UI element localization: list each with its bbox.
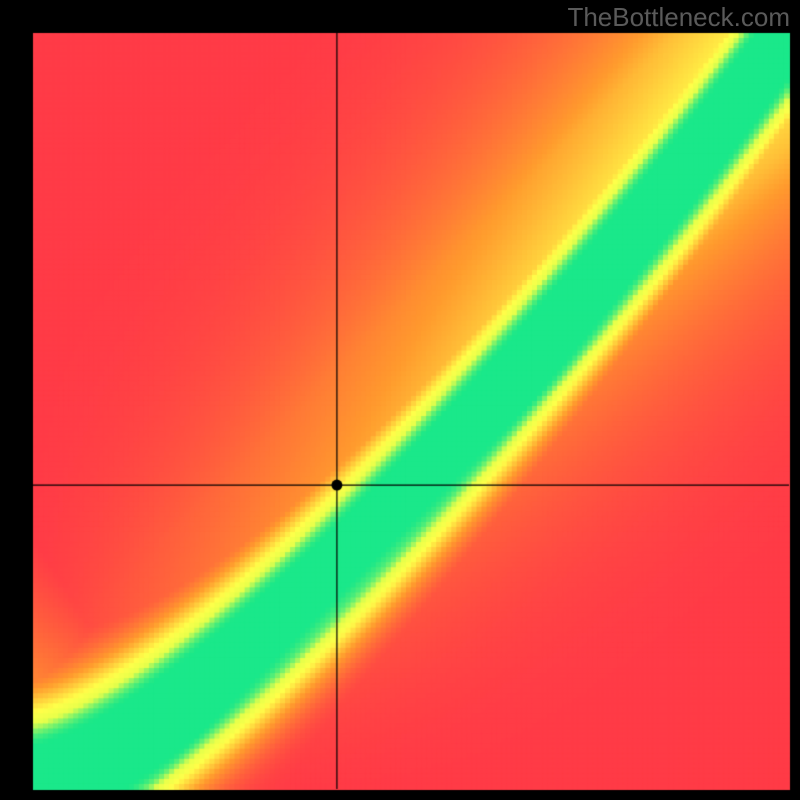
chart-container: TheBottleneck.com [0,0,800,800]
watermark-text: TheBottleneck.com [567,2,790,33]
bottleneck-heatmap [0,0,800,800]
